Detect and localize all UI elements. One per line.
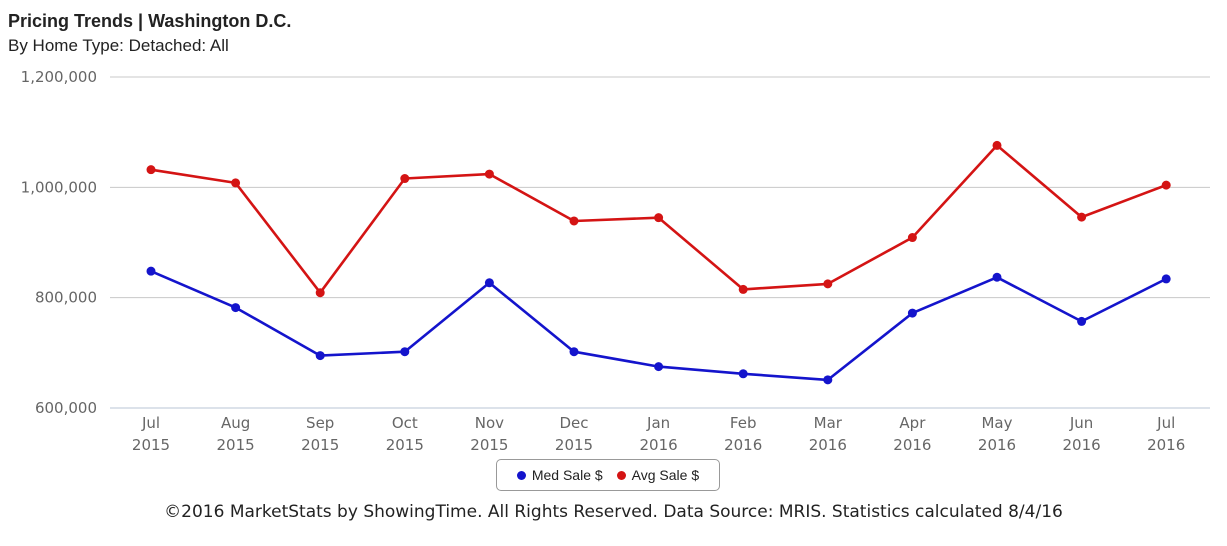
legend-marker-avg-sale — [616, 470, 626, 480]
x-tick-label: Aug 2015 — [217, 414, 255, 454]
y-tick-label: 1,000,000 — [21, 178, 97, 196]
legend-item-med-sale[interactable]: Med Sale $ — [516, 467, 603, 483]
data-point[interactable] — [315, 351, 325, 361]
chart-subtitle: By Home Type: Detached: All — [8, 36, 229, 55]
x-tick-label: Apr 2016 — [893, 414, 931, 454]
legend-marker-med-sale — [516, 470, 526, 480]
y-tick-label: 600,000 — [35, 399, 97, 417]
y-tick-label: 1,200,000 — [21, 68, 97, 86]
data-point[interactable] — [823, 279, 833, 289]
x-tick-label: Sep 2015 — [301, 414, 339, 454]
data-point[interactable] — [484, 169, 494, 179]
data-point[interactable] — [738, 284, 748, 294]
x-tick-label: Dec 2015 — [555, 414, 593, 454]
data-point[interactable] — [654, 362, 664, 372]
data-point[interactable] — [738, 369, 748, 379]
legend-label-med-sale: Med Sale $ — [531, 467, 603, 483]
series-avg-sale — [146, 140, 1171, 298]
data-point[interactable] — [484, 278, 494, 288]
data-point[interactable] — [1077, 316, 1087, 326]
chart-title: Pricing Trends | Washington D.C. — [8, 11, 292, 31]
series-group — [146, 140, 1171, 385]
data-point[interactable] — [992, 272, 1002, 282]
x-tick-label: Oct 2015 — [386, 414, 424, 454]
data-point[interactable] — [823, 375, 833, 385]
data-point[interactable] — [907, 233, 917, 243]
x-tick-label: Jul 2015 — [132, 414, 170, 454]
data-point[interactable] — [907, 308, 917, 318]
x-tick-label: Feb 2016 — [724, 414, 762, 454]
data-point[interactable] — [231, 303, 241, 313]
data-point[interactable] — [146, 266, 156, 276]
x-tick-label: Jul 2016 — [1147, 414, 1185, 454]
y-axis-ticks: 600,000 800,000 1,000,000 1,200,000 — [21, 68, 97, 417]
x-axis-ticks: Jul 2015 Aug 2015 Sep 2015 Oct 2015 Nov 2015 Dec 20… — [132, 414, 1185, 454]
x-tick-label: May 2016 — [978, 414, 1016, 454]
data-point[interactable] — [1077, 212, 1087, 222]
data-point[interactable] — [1161, 274, 1171, 284]
x-tick-label: Nov 2015 — [470, 414, 508, 454]
x-tick-label: Jan 2016 — [640, 414, 678, 454]
legend: Med Sale $ Avg Sale $ — [496, 459, 720, 491]
gridlines — [110, 76, 1210, 409]
x-tick-label: Jun 2016 — [1063, 414, 1101, 454]
data-point[interactable] — [146, 165, 156, 175]
data-point[interactable] — [400, 347, 410, 357]
data-point[interactable] — [400, 174, 410, 184]
footer-credits: ©2016 MarketStats by ShowingTime. All Ri… — [164, 502, 1063, 522]
series-med-sale — [146, 266, 1171, 385]
legend-item-avg-sale[interactable]: Avg Sale $ — [616, 467, 700, 483]
y-tick-label: 800,000 — [35, 289, 97, 307]
data-point[interactable] — [231, 178, 241, 188]
legend-label-avg-sale: Avg Sale $ — [631, 467, 700, 483]
data-point[interactable] — [569, 216, 579, 226]
data-point[interactable] — [569, 347, 579, 357]
data-point[interactable] — [654, 213, 664, 223]
x-tick-label: Mar 2016 — [809, 414, 847, 454]
data-point[interactable] — [1161, 180, 1171, 190]
data-point[interactable] — [315, 288, 325, 298]
data-point[interactable] — [992, 140, 1002, 150]
